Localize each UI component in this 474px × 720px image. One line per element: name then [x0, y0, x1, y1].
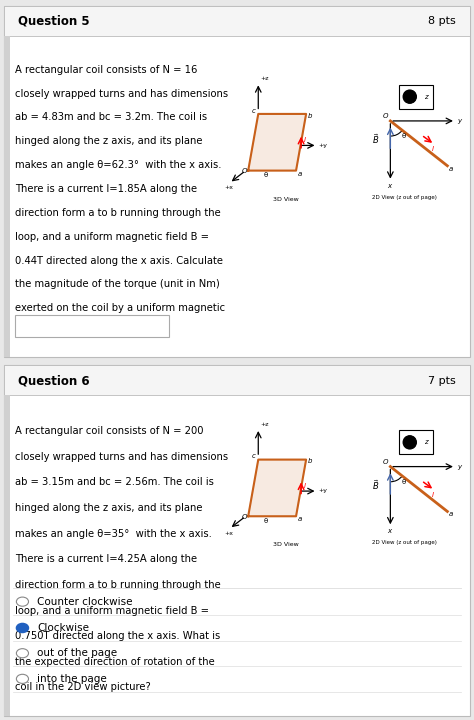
Text: exerted on the coil by a uniform magnetic: exerted on the coil by a uniform magneti… — [16, 303, 226, 313]
Text: closely wrapped turns and has dimensions: closely wrapped turns and has dimensions — [16, 451, 228, 462]
Text: ab = 3.15m and bc = 2.56m. The coil is: ab = 3.15m and bc = 2.56m. The coil is — [16, 477, 214, 487]
Text: Counter clockwise: Counter clockwise — [37, 597, 133, 607]
Text: hinged along the z axis, and its plane: hinged along the z axis, and its plane — [16, 503, 203, 513]
Bar — [4, 6, 470, 35]
Text: There is a current I=4.25A along the: There is a current I=4.25A along the — [16, 554, 198, 564]
Text: 0.44T directed along the x axis. Calculate: 0.44T directed along the x axis. Calcula… — [16, 256, 223, 266]
Circle shape — [17, 624, 28, 633]
Text: loop, and a uniform magnetic field B =: loop, and a uniform magnetic field B = — [16, 606, 210, 616]
Text: makes an angle θ=62.3°  with the x axis.: makes an angle θ=62.3° with the x axis. — [16, 160, 222, 170]
Text: 7 pts: 7 pts — [428, 376, 456, 385]
Text: 0.750T directed along the x axis. What is: 0.750T directed along the x axis. What i… — [16, 631, 221, 641]
Text: There is a current I=1.85A along the: There is a current I=1.85A along the — [16, 184, 198, 194]
Text: Question 6: Question 6 — [18, 374, 90, 387]
Text: 8 pts: 8 pts — [428, 16, 456, 26]
Bar — [16, 315, 169, 338]
Text: makes an angle θ=35°  with the x axis.: makes an angle θ=35° with the x axis. — [16, 528, 212, 539]
Bar — [4, 395, 10, 716]
Text: A rectangular coil consists of N = 16: A rectangular coil consists of N = 16 — [16, 65, 198, 75]
Text: the expected direction of rotation of the: the expected direction of rotation of th… — [16, 657, 215, 667]
Text: direction form a to b running through the: direction form a to b running through th… — [16, 208, 221, 218]
Text: out of the page: out of the page — [37, 648, 118, 658]
Text: hinged along the z axis, and its plane: hinged along the z axis, and its plane — [16, 136, 203, 146]
Text: loop, and a uniform magnetic field B =: loop, and a uniform magnetic field B = — [16, 232, 210, 242]
Circle shape — [17, 597, 28, 606]
Text: Question 5: Question 5 — [18, 14, 90, 27]
Circle shape — [17, 649, 28, 658]
Text: into the page: into the page — [37, 674, 107, 684]
Circle shape — [17, 675, 28, 683]
Text: closely wrapped turns and has dimensions: closely wrapped turns and has dimensions — [16, 89, 228, 99]
Text: ab = 4.83m and bc = 3.2m. The coil is: ab = 4.83m and bc = 3.2m. The coil is — [16, 112, 208, 122]
Bar — [4, 35, 10, 356]
Text: field.: field. — [16, 327, 41, 337]
Text: A rectangular coil consists of N = 200: A rectangular coil consists of N = 200 — [16, 426, 204, 436]
Text: Clockwise: Clockwise — [37, 623, 90, 633]
Text: the magnitude of the torque (unit in Nm): the magnitude of the torque (unit in Nm) — [16, 279, 220, 289]
Text: direction form a to b running through the: direction form a to b running through th… — [16, 580, 221, 590]
Text: coil in the 2D view picture?: coil in the 2D view picture? — [16, 683, 151, 693]
Bar — [4, 366, 470, 395]
